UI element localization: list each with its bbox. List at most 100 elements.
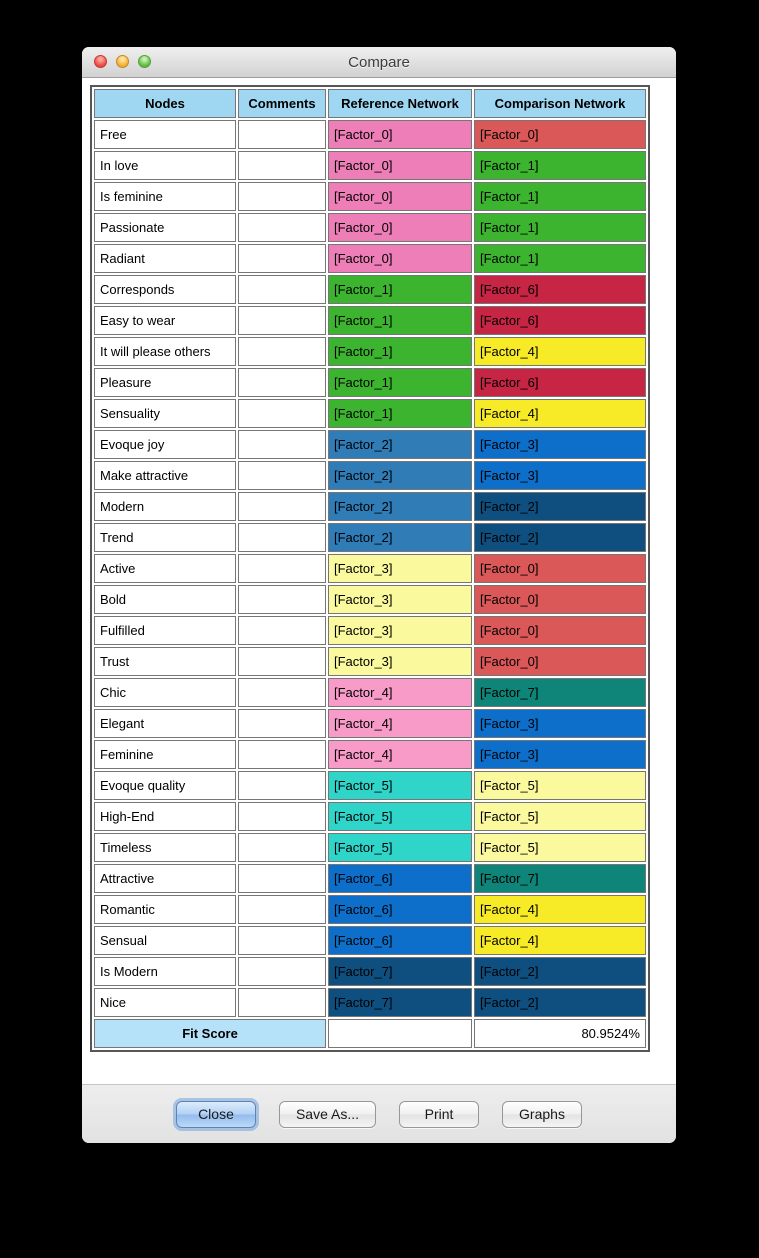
node-cell[interactable]: Active [94,554,236,583]
reference-factor-cell[interactable]: [Factor_3] [328,616,472,645]
comparison-factor-cell[interactable]: [Factor_1] [474,244,646,273]
reference-factor-cell[interactable]: [Factor_3] [328,585,472,614]
comment-cell[interactable] [238,709,326,738]
minimize-window-icon[interactable] [116,55,129,68]
comment-cell[interactable] [238,306,326,335]
header-comparison-network[interactable]: Comparison Network [474,89,646,118]
comparison-factor-cell[interactable]: [Factor_3] [474,461,646,490]
close-button[interactable]: Close [175,1100,256,1128]
comment-cell[interactable] [238,399,326,428]
node-cell[interactable]: Modern [94,492,236,521]
comment-cell[interactable] [238,337,326,366]
node-cell[interactable]: Radiant [94,244,236,273]
node-cell[interactable]: Evoque joy [94,430,236,459]
title-bar[interactable]: Compare [82,47,676,78]
node-cell[interactable]: High-End [94,802,236,831]
reference-factor-cell[interactable]: [Factor_5] [328,771,472,800]
reference-factor-cell[interactable]: [Factor_0] [328,120,472,149]
graphs-button[interactable]: Graphs [502,1100,583,1128]
comment-cell[interactable] [238,802,326,831]
node-cell[interactable]: Fulfilled [94,616,236,645]
comparison-factor-cell[interactable]: [Factor_5] [474,771,646,800]
node-cell[interactable]: Chic [94,678,236,707]
reference-factor-cell[interactable]: [Factor_5] [328,802,472,831]
close-window-icon[interactable] [94,55,107,68]
reference-factor-cell[interactable]: [Factor_4] [328,740,472,769]
comparison-factor-cell[interactable]: [Factor_2] [474,523,646,552]
reference-factor-cell[interactable]: [Factor_0] [328,182,472,211]
comparison-factor-cell[interactable]: [Factor_2] [474,988,646,1017]
comment-cell[interactable] [238,647,326,676]
node-cell[interactable]: Pleasure [94,368,236,397]
comment-cell[interactable] [238,926,326,955]
reference-factor-cell[interactable]: [Factor_0] [328,213,472,242]
comparison-factor-cell[interactable]: [Factor_0] [474,585,646,614]
node-cell[interactable]: In love [94,151,236,180]
comparison-factor-cell[interactable]: [Factor_0] [474,616,646,645]
comment-cell[interactable] [238,771,326,800]
comment-cell[interactable] [238,430,326,459]
node-cell[interactable]: Elegant [94,709,236,738]
comparison-factor-cell[interactable]: [Factor_7] [474,864,646,893]
reference-factor-cell[interactable]: [Factor_6] [328,895,472,924]
node-cell[interactable]: Corresponds [94,275,236,304]
comment-cell[interactable] [238,182,326,211]
header-nodes[interactable]: Nodes [94,89,236,118]
comparison-factor-cell[interactable]: [Factor_6] [474,368,646,397]
reference-factor-cell[interactable]: [Factor_1] [328,399,472,428]
reference-factor-cell[interactable]: [Factor_4] [328,678,472,707]
reference-factor-cell[interactable]: [Factor_1] [328,275,472,304]
node-cell[interactable]: Passionate [94,213,236,242]
comparison-factor-cell[interactable]: [Factor_3] [474,740,646,769]
comparison-factor-cell[interactable]: [Factor_6] [474,306,646,335]
comparison-factor-cell[interactable]: [Factor_1] [474,151,646,180]
node-cell[interactable]: It will please others [94,337,236,366]
comment-cell[interactable] [238,616,326,645]
reference-factor-cell[interactable]: [Factor_2] [328,492,472,521]
node-cell[interactable]: Feminine [94,740,236,769]
save-as-button[interactable]: Save As... [278,1100,377,1128]
comparison-factor-cell[interactable]: [Factor_0] [474,120,646,149]
reference-factor-cell[interactable]: [Factor_6] [328,926,472,955]
comment-cell[interactable] [238,554,326,583]
comparison-factor-cell[interactable]: [Factor_3] [474,430,646,459]
reference-factor-cell[interactable]: [Factor_6] [328,864,472,893]
node-cell[interactable]: Evoque quality [94,771,236,800]
comment-cell[interactable] [238,151,326,180]
node-cell[interactable]: Nice [94,988,236,1017]
node-cell[interactable]: Trend [94,523,236,552]
header-comments[interactable]: Comments [238,89,326,118]
node-cell[interactable]: Sensuality [94,399,236,428]
comparison-factor-cell[interactable]: [Factor_1] [474,182,646,211]
comparison-factor-cell[interactable]: [Factor_4] [474,337,646,366]
reference-factor-cell[interactable]: [Factor_3] [328,554,472,583]
comment-cell[interactable] [238,864,326,893]
comparison-factor-cell[interactable]: [Factor_2] [474,957,646,986]
comment-cell[interactable] [238,275,326,304]
reference-factor-cell[interactable]: [Factor_2] [328,523,472,552]
reference-factor-cell[interactable]: [Factor_4] [328,709,472,738]
comment-cell[interactable] [238,368,326,397]
reference-factor-cell[interactable]: [Factor_1] [328,306,472,335]
comparison-factor-cell[interactable]: [Factor_3] [474,709,646,738]
comment-cell[interactable] [238,585,326,614]
comment-cell[interactable] [238,461,326,490]
comment-cell[interactable] [238,213,326,242]
comparison-factor-cell[interactable]: [Factor_0] [474,647,646,676]
reference-factor-cell[interactable]: [Factor_7] [328,988,472,1017]
node-cell[interactable]: Is Modern [94,957,236,986]
comment-cell[interactable] [238,523,326,552]
comparison-factor-cell[interactable]: [Factor_6] [474,275,646,304]
reference-factor-cell[interactable]: [Factor_0] [328,151,472,180]
print-button[interactable]: Print [399,1100,480,1128]
node-cell[interactable]: Romantic [94,895,236,924]
comment-cell[interactable] [238,244,326,273]
comparison-factor-cell[interactable]: [Factor_2] [474,492,646,521]
comparison-factor-cell[interactable]: [Factor_1] [474,213,646,242]
reference-factor-cell[interactable]: [Factor_1] [328,368,472,397]
comparison-factor-cell[interactable]: [Factor_7] [474,678,646,707]
comment-cell[interactable] [238,740,326,769]
node-cell[interactable]: Make attractive [94,461,236,490]
node-cell[interactable]: Timeless [94,833,236,862]
comment-cell[interactable] [238,988,326,1017]
